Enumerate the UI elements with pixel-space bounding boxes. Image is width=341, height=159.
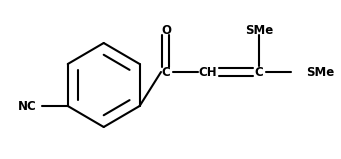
Text: SMe: SMe [306,66,335,79]
Text: NC: NC [17,100,36,113]
Text: C: C [254,66,263,79]
Text: SMe: SMe [244,24,273,37]
Text: CH: CH [198,66,217,79]
Text: O: O [161,24,171,37]
Text: C: C [162,66,170,79]
